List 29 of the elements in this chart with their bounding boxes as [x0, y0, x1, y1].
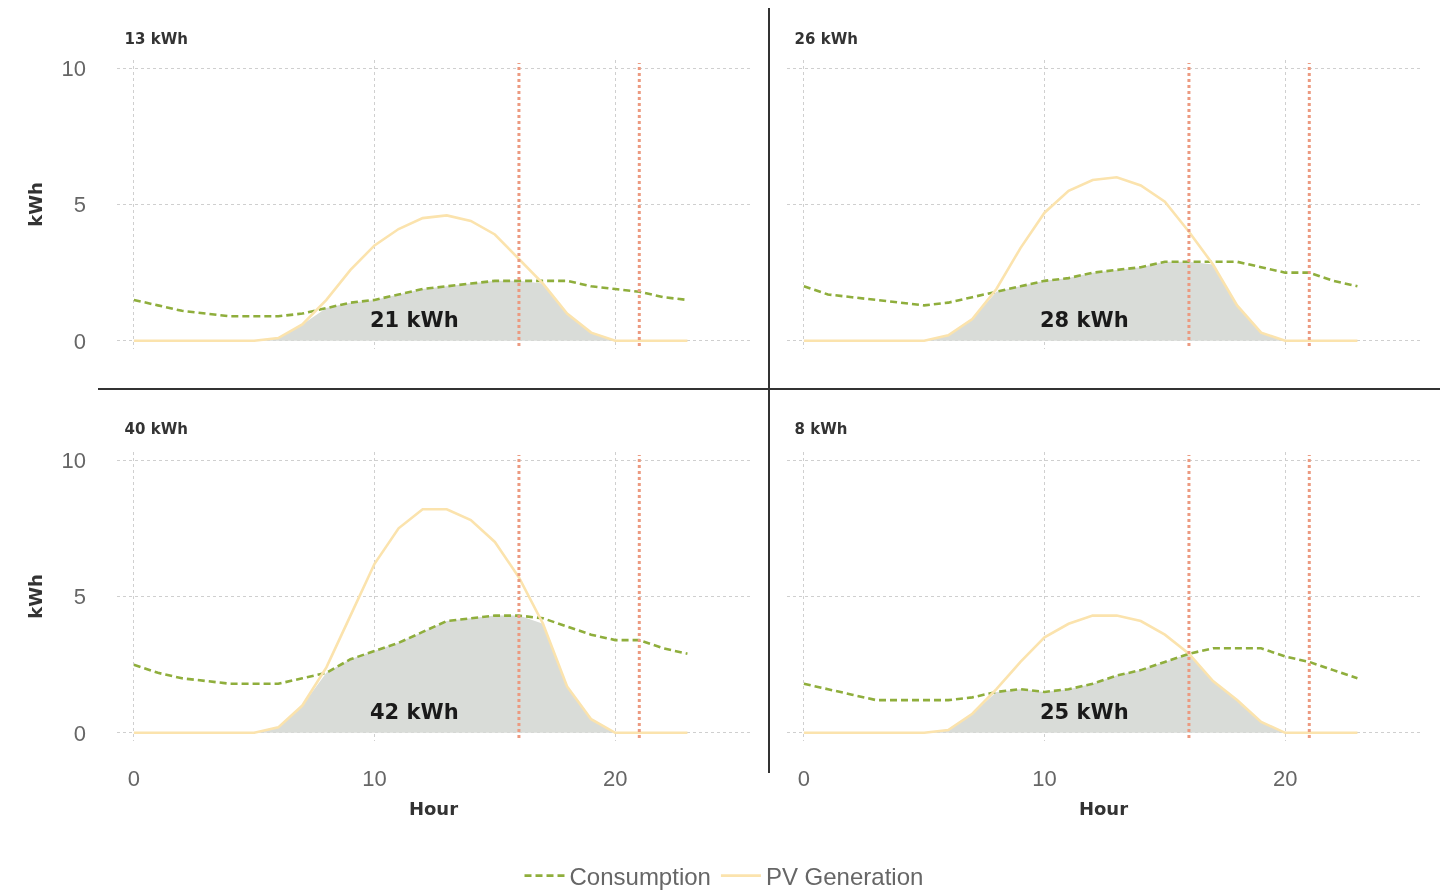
x-tick-label: 0	[127, 766, 140, 791]
x-tick-label: 10	[362, 766, 387, 791]
legend-label: PV Generation	[765, 862, 924, 890]
annotation: 28 kWh	[1040, 308, 1129, 332]
y-tick-label: 10	[61, 447, 86, 473]
chart-title: 40 kWh	[124, 420, 188, 439]
annotation: 25 kWh	[1040, 700, 1129, 724]
annotation: 21 kWh	[370, 308, 459, 332]
x-axis-title: Hour	[1078, 798, 1129, 820]
y-axis-title: kWh	[24, 574, 46, 619]
x-axis-title: Hour	[408, 798, 459, 820]
y-tick-label: 0	[73, 328, 86, 354]
legend-label: Consumption	[569, 862, 711, 890]
x-tick-label: 0	[797, 766, 810, 791]
chart-title: 13 kWh	[124, 30, 188, 49]
y-tick-label: 0	[73, 720, 86, 746]
y-tick-label: 5	[73, 192, 86, 218]
line-series	[132, 614, 689, 686]
x-tick-label: 20	[602, 766, 628, 791]
annotation: 42 kWh	[370, 700, 459, 724]
y-axis-title: kWh	[24, 182, 46, 227]
y-tick-label: 10	[61, 55, 86, 81]
line-series	[132, 507, 689, 735]
chart-title: 8 kWh	[794, 420, 848, 439]
x-tick-label: 10	[1032, 766, 1057, 791]
y-tick-label: 5	[73, 584, 86, 610]
x-tick-label: 20	[1272, 766, 1298, 791]
chart-title: 26 kWh	[794, 30, 858, 49]
line-series	[132, 214, 689, 343]
